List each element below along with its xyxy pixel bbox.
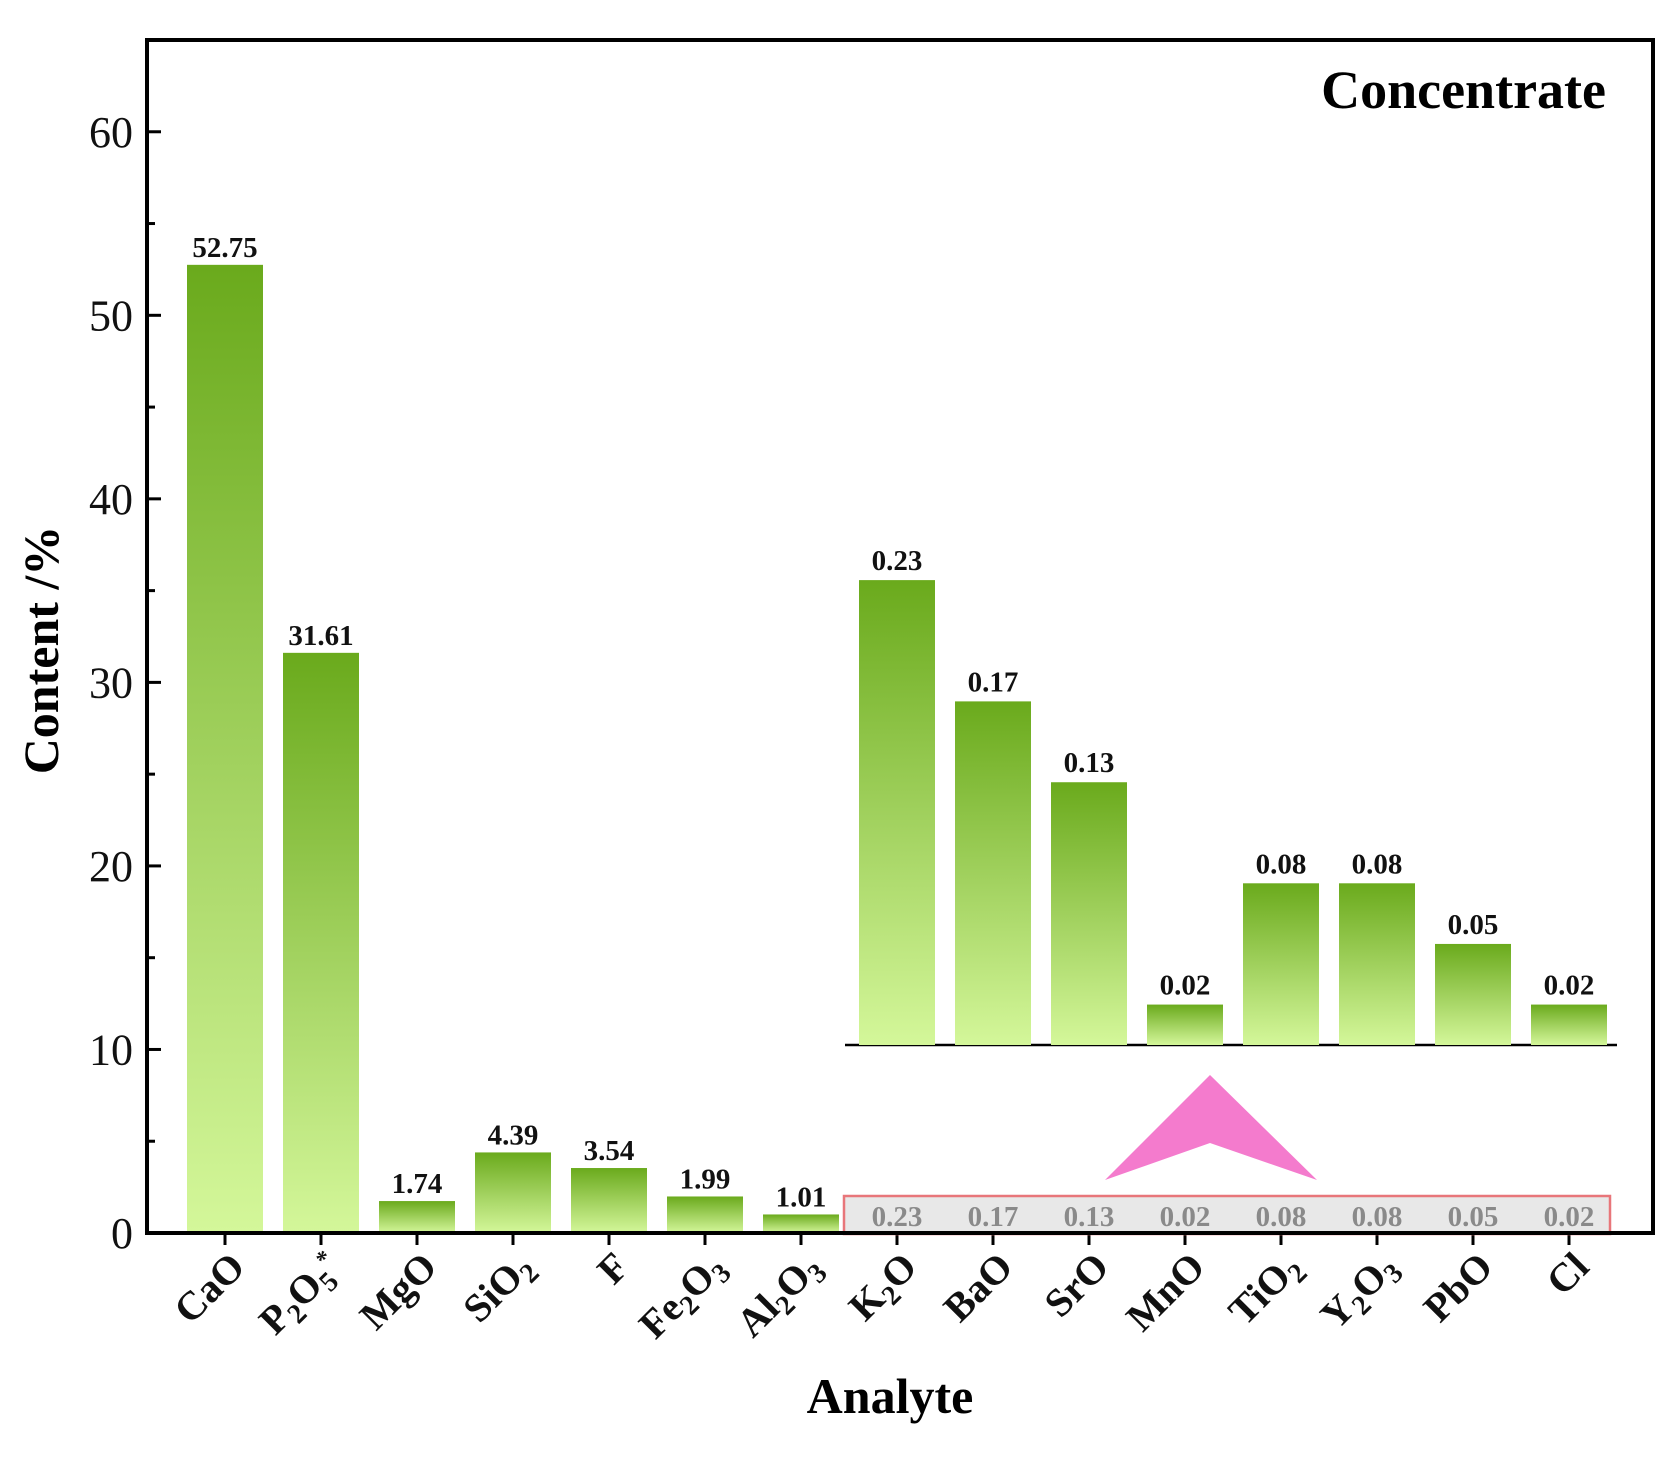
y-tick-label: 30 — [89, 658, 133, 707]
bar — [763, 1214, 839, 1233]
y-tick-label: 0 — [111, 1209, 133, 1258]
x-tick-label: P2O5* — [250, 1244, 354, 1348]
inset-bar — [955, 701, 1031, 1045]
bar-value-label: 1.01 — [776, 1181, 827, 1213]
bar — [475, 1152, 551, 1233]
x-tick-label: Fe2O3 — [630, 1244, 738, 1352]
x-tick-label: SiO2 — [454, 1244, 545, 1335]
inset-bar-value-label: 0.02 — [1544, 970, 1595, 1002]
x-tick-label: SrO — [1035, 1244, 1117, 1326]
x-tick-label: PbO — [1415, 1244, 1502, 1331]
inset-bar-value-label: 0.02 — [1160, 970, 1211, 1002]
y-tick-label: 10 — [89, 1025, 133, 1074]
bar-value-label: 0.23 — [872, 1201, 923, 1233]
bar-value-label: 0.05 — [1448, 1201, 1499, 1233]
y-tick-label: 20 — [89, 842, 133, 891]
bar — [667, 1196, 743, 1233]
bar-value-label: 3.54 — [584, 1135, 635, 1167]
bar-value-label: 0.08 — [1256, 1201, 1307, 1233]
bar-value-label: 1.74 — [392, 1168, 443, 1200]
bar — [571, 1168, 647, 1233]
bar-value-label: 0.13 — [1064, 1201, 1115, 1233]
bar — [379, 1201, 455, 1233]
y-tick-label: 40 — [89, 475, 133, 524]
inset-bar-value-label: 0.13 — [1064, 747, 1115, 779]
minor-analytes-values: 0.23 0.17 0.13 0.02 0.08 0.08 0.05 0.02 — [872, 1201, 1595, 1233]
bar-value-label: 52.75 — [192, 232, 257, 264]
inset-bar — [1051, 782, 1127, 1045]
bar-value-label: 0.02 — [1160, 1201, 1211, 1233]
inset-bar-value-label: 0.23 — [872, 545, 923, 577]
inset-bars: 0.23 0.17 0.13 0.02 0.08 0.08 0.05 0.02 — [859, 545, 1607, 1045]
bar — [283, 652, 359, 1233]
bar-value-label: 4.39 — [488, 1119, 539, 1151]
y-axis: 0 10 20 30 40 50 60 — [89, 108, 161, 1258]
inset-bar-value-label: 0.08 — [1352, 848, 1403, 880]
x-tick-label: TiO2 — [1219, 1244, 1313, 1338]
x-tick-label: BaO — [935, 1244, 1022, 1331]
bar-value-label: 0.08 — [1352, 1201, 1403, 1233]
inset-bar — [859, 580, 935, 1045]
bar-value-label: 0.02 — [1544, 1201, 1595, 1233]
minor-analytes-highlight-box — [842, 1194, 1612, 1236]
y-tick-label: 60 — [89, 108, 133, 157]
bar — [187, 264, 263, 1234]
plot-frame — [145, 38, 1655, 1235]
bar-value-label: 0.17 — [968, 1201, 1019, 1233]
x-tick-label: K2O — [840, 1244, 930, 1334]
bar-value-label: 31.61 — [288, 620, 353, 652]
inset-bar-value-label: 0.08 — [1256, 848, 1307, 880]
inset-bar — [1531, 1004, 1607, 1045]
bar-value-label: 1.99 — [680, 1163, 731, 1195]
y-tick-label: 50 — [89, 291, 133, 340]
x-axis-title: Analyte — [807, 1368, 974, 1424]
x-tick-label: Al2O3 — [727, 1244, 833, 1350]
inset-bar — [1435, 943, 1511, 1045]
inset-bar — [1243, 883, 1319, 1045]
chart-title: Concentrate — [1321, 60, 1606, 120]
x-tick-label: CaO — [165, 1244, 253, 1332]
x-tick-label: Y2O3 — [1311, 1244, 1409, 1342]
x-tick-label: MnO — [1117, 1244, 1213, 1340]
inset-bar-value-label: 0.05 — [1448, 909, 1499, 941]
inset-bar-value-label: 0.17 — [968, 666, 1019, 698]
x-tick-label: Cl — [1537, 1244, 1597, 1304]
inset-bar — [1339, 883, 1415, 1045]
x-tick-label: MgO — [351, 1244, 446, 1339]
main-bars: 52.75 31.61 1.74 4.39 3.54 1.99 1.01 — [187, 232, 1607, 1234]
zoom-arrow-icon — [1105, 1075, 1317, 1180]
y-axis-title: Content /% — [13, 526, 69, 775]
inset-bar — [1147, 1004, 1223, 1045]
x-tick-label: F — [588, 1244, 637, 1293]
